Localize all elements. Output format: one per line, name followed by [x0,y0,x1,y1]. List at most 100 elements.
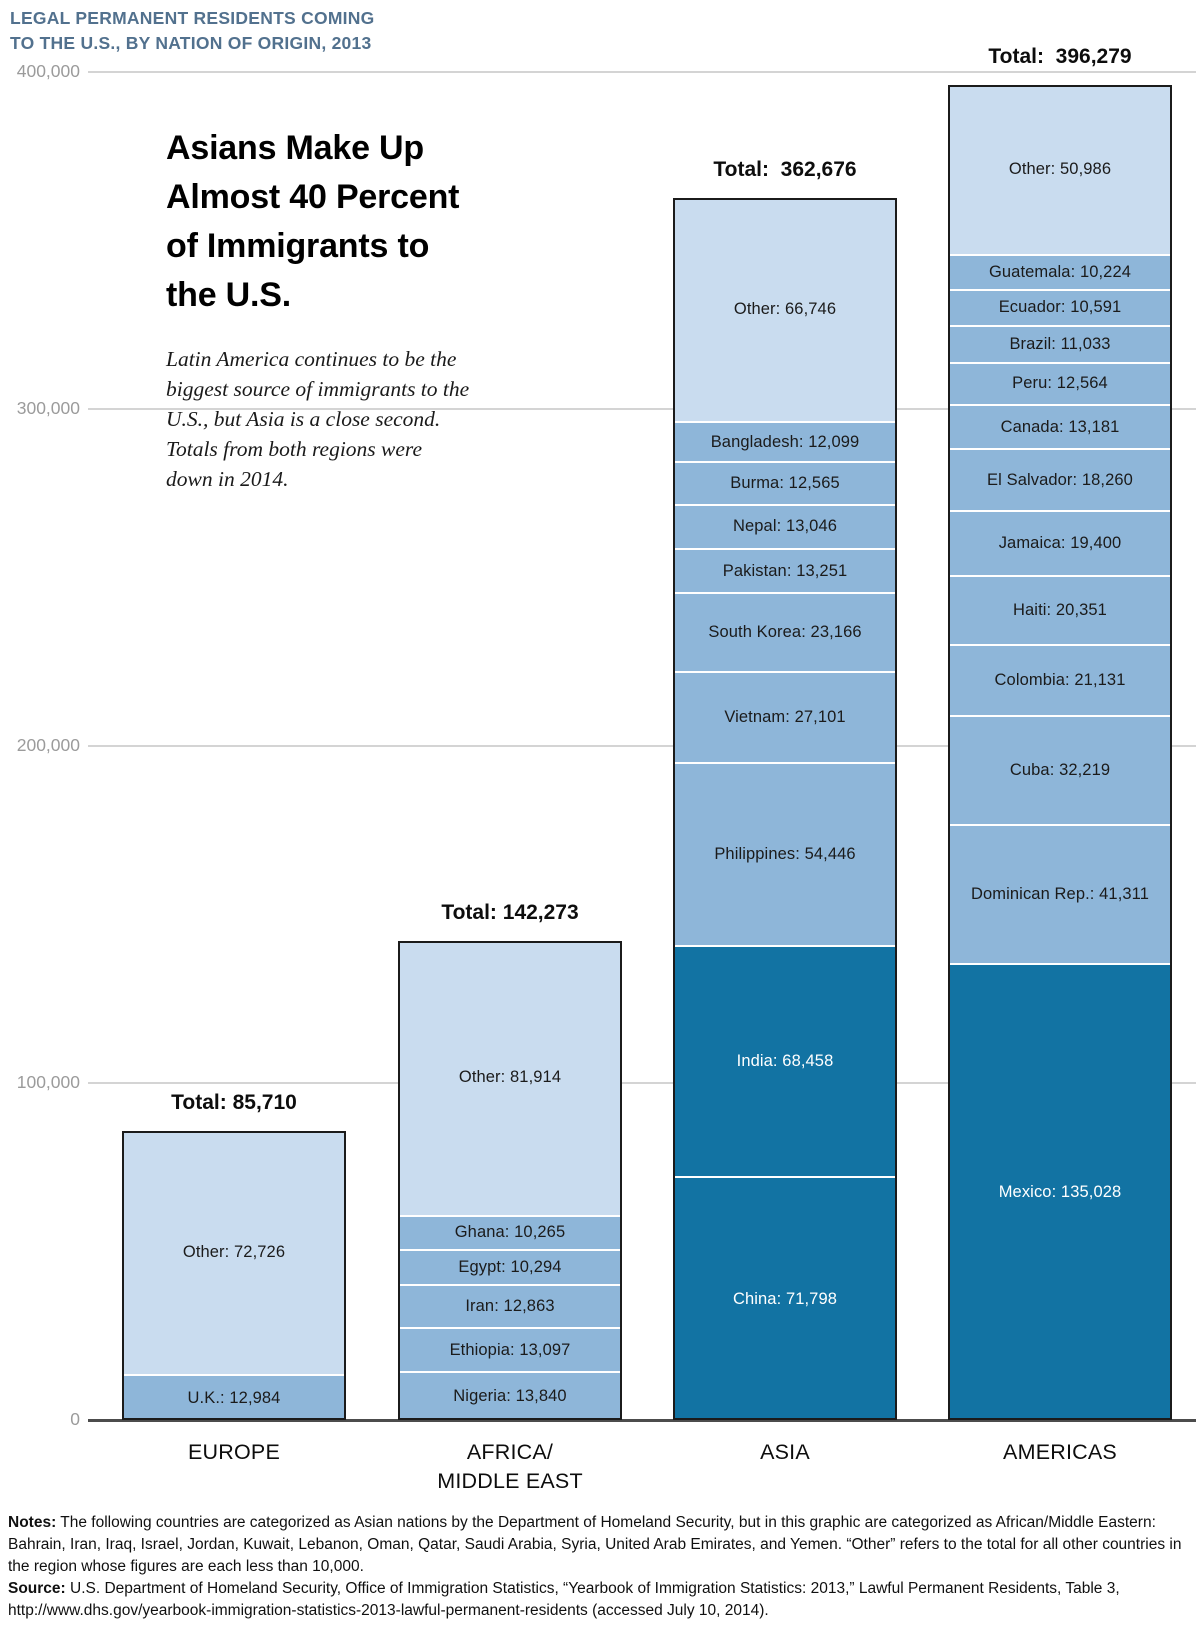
segment-u-k: U.K.: 12,984 [122,1376,346,1420]
segment-egypt: Egypt: 10,294 [398,1251,622,1286]
segment-philippines: Philippines: 54,446 [673,763,897,948]
segment-label-el-salvador: El Salvador: 18,260 [987,470,1133,489]
bar-europe: U.K.: 12,984 Other: 72,726 [122,1131,346,1420]
segment-other: Other: 72,726 [122,1131,346,1377]
segment-label-brazil: Brazil: 11,033 [1009,334,1111,353]
segment-india: India: 68,458 [673,947,897,1179]
category-label-africa-middle-east: AFRICA/ MIDDLE EAST [437,1440,583,1493]
segment-label-south-korea: South Korea: 23,166 [708,622,862,641]
bar-africa-middle-east: Nigeria: 13,840 Ethiopia: 13,097 Iran: 12,… [398,940,622,1420]
segment-brazil: Brazil: 11,033 [948,326,1172,364]
segment-label-philippines: Philippines: 54,446 [714,845,856,864]
subtitle: Latin America continues to be the bigges… [166,344,469,494]
segment-china: China: 71,798 [673,1178,897,1420]
segment-haiti: Haiti: 20,351 [948,577,1172,646]
segment-label-other: Other: 50,986 [1008,159,1112,178]
category-label-americas: AMERICAS [1003,1440,1117,1464]
gridline-100000 [88,1082,1196,1084]
kicker-line: LEGAL PERMANENT RESIDENTS COMING [10,8,375,28]
segment-bangladesh: Bangladesh: 12,099 [673,422,897,464]
segment-label-ghana: Ghana: 10,265 [454,1223,566,1242]
category-label-asia: ASIA [760,1440,810,1464]
segment-el-salvador: El Salvador: 18,260 [948,450,1172,512]
segment-label-india: India: 68,458 [736,1052,834,1071]
segment-iran: Iran: 12,863 [398,1285,622,1330]
segment-burma: Burma: 12,565 [673,463,897,506]
headline: Asians Make Up Almost 40 Percent of Immi… [166,124,459,320]
y-tick-label-400000: 400,000 [16,61,80,81]
segment-vietnam: Vietnam: 27,101 [673,672,897,764]
segment-pakistan: Pakistan: 13,251 [673,549,897,595]
notes-label: Notes: [8,1514,57,1531]
segment-label-vietnam: Vietnam: 27,101 [724,707,846,726]
segment-label-other: Other: 66,746 [733,299,837,318]
gridline-400000 [88,71,1196,73]
notes-paragraph: Notes: The following countries are categ… [8,1512,1194,1578]
segment-jamaica: Jamaica: 19,400 [948,511,1172,578]
segment-label-burma: Burma: 12,565 [730,474,840,493]
x-axis-baseline [88,1419,1196,1422]
subtitle-line: Latin America continues to be the [166,347,457,371]
segment-label-other: Other: 81,914 [458,1068,562,1087]
segment-label-nigeria: Nigeria: 13,840 [453,1387,567,1406]
subtitle-line: Totals from both regions were [166,437,423,461]
y-tick-label-100000: 100,000 [16,1072,80,1092]
segment-label-pakistan: Pakistan: 13,251 [722,561,848,580]
segment-label-nepal: Nepal: 13,046 [732,517,838,536]
segment-nepal: Nepal: 13,046 [673,505,897,550]
bar-americas: Mexico: 135,028 Dominican Rep.: 41,311 Cub… [948,84,1172,1420]
headline-line: Almost 40 Percent [166,178,460,216]
segment-guatemala: Guatemala: 10,224 [948,256,1172,291]
total-label-asia: Total: 362,676 [713,157,857,181]
subtitle-line: biggest source of immigrants to the [166,377,470,401]
segment-south-korea: South Korea: 23,166 [673,594,897,673]
y-tick-label-0: 0 [70,1409,80,1429]
category-label-europe: EUROPE [188,1440,280,1464]
subtitle-line: U.S., but Asia is a close second. [166,407,441,431]
y-tick-label-300000: 300,000 [16,398,80,418]
segment-label-ethiopia: Ethiopia: 13,097 [449,1340,571,1359]
segment-label-egypt: Egypt: 10,294 [458,1258,562,1277]
source-paragraph: Source: U.S. Department of Homeland Secu… [8,1578,1194,1622]
segment-label-mexico: Mexico: 135,028 [998,1182,1122,1201]
source-text: U.S. Department of Homeland Security, Of… [8,1580,1120,1619]
segment-label-iran: Iran: 12,863 [465,1297,555,1316]
segment-other: Other: 81,914 [398,940,622,1217]
bar-asia: China: 71,798 India: 68,458 Philippines: 5… [673,197,897,1420]
segment-ethiopia: Ethiopia: 13,097 [398,1329,622,1374]
segment-label-colombia: Colombia: 21,131 [994,671,1126,690]
segment-label-china: China: 71,798 [732,1289,838,1308]
segment-label-other: Other: 72,726 [182,1243,286,1262]
kicker-line: TO THE U.S., BY NATION OF ORIGIN, 2013 [10,33,372,53]
gridline-200000 [88,745,1196,747]
segment-label-cuba: Cuba: 32,219 [1009,760,1111,779]
notes-text: The following countries are categorized … [8,1514,1182,1575]
segment-label-bangladesh: Bangladesh: 12,099 [710,432,860,451]
chart-kicker-title: LEGAL PERMANENT RESIDENTS COMING TO THE … [10,6,375,56]
segment-label-u-k: U.K.: 12,984 [187,1388,281,1407]
segment-mexico: Mexico: 135,028 [948,964,1172,1420]
segment-label-haiti: Haiti: 20,351 [1013,601,1107,620]
segment-canada: Canada: 13,181 [948,406,1172,451]
total-label-europe: Total: 85,710 [171,1091,297,1115]
gridline-300000 [88,408,1196,410]
segment-ecuador: Ecuador: 10,591 [948,290,1172,327]
headline-line: the U.S. [166,276,291,314]
segment-label-canada: Canada: 13,181 [1000,417,1120,436]
segment-peru: Peru: 12,564 [948,363,1172,407]
total-label-africa-middle-east: Total: 142,273 [441,900,579,924]
segment-other: Other: 66,746 [673,197,897,423]
subtitle-line: down in 2014. [166,467,289,491]
source-label: Source: [8,1580,66,1597]
segment-label-dominican-rep: Dominican Rep.: 41,311 [971,884,1149,903]
footnotes: Notes: The following countries are categ… [8,1512,1194,1622]
headline-line: Asians Make Up [166,129,424,167]
segment-label-ecuador: Ecuador: 10,591 [998,298,1122,317]
segment-dominican-rep: Dominican Rep.: 41,311 [948,825,1172,965]
headline-line: of Immigrants to [166,227,430,265]
total-label-americas: Total: 396,279 [988,44,1132,68]
y-tick-label-200000: 200,000 [16,735,80,755]
segment-label-peru: Peru: 12,564 [1012,374,1108,393]
segment-cuba: Cuba: 32,219 [948,717,1172,826]
